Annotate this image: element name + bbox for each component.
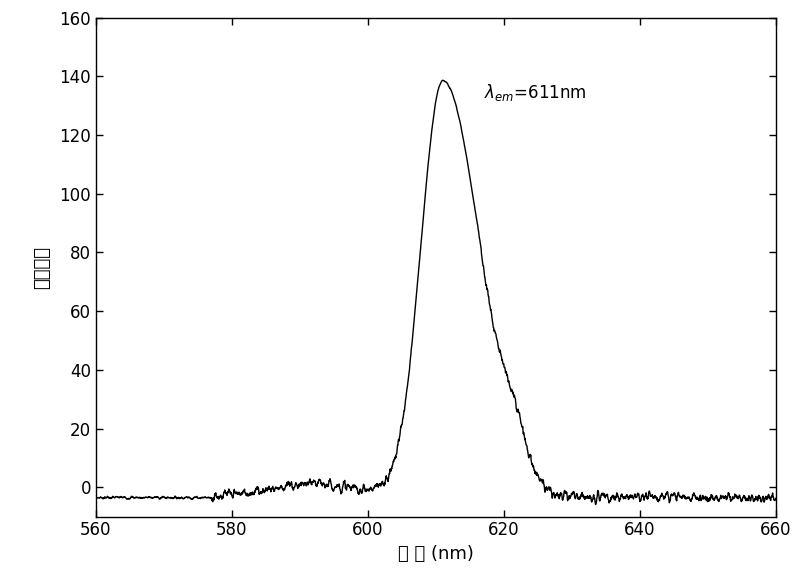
- Text: $\lambda_{em}$=611nm: $\lambda_{em}$=611nm: [483, 82, 586, 103]
- X-axis label: 波 长 (nm): 波 长 (nm): [398, 545, 474, 563]
- Y-axis label: 荆光强度: 荆光强度: [33, 245, 51, 289]
